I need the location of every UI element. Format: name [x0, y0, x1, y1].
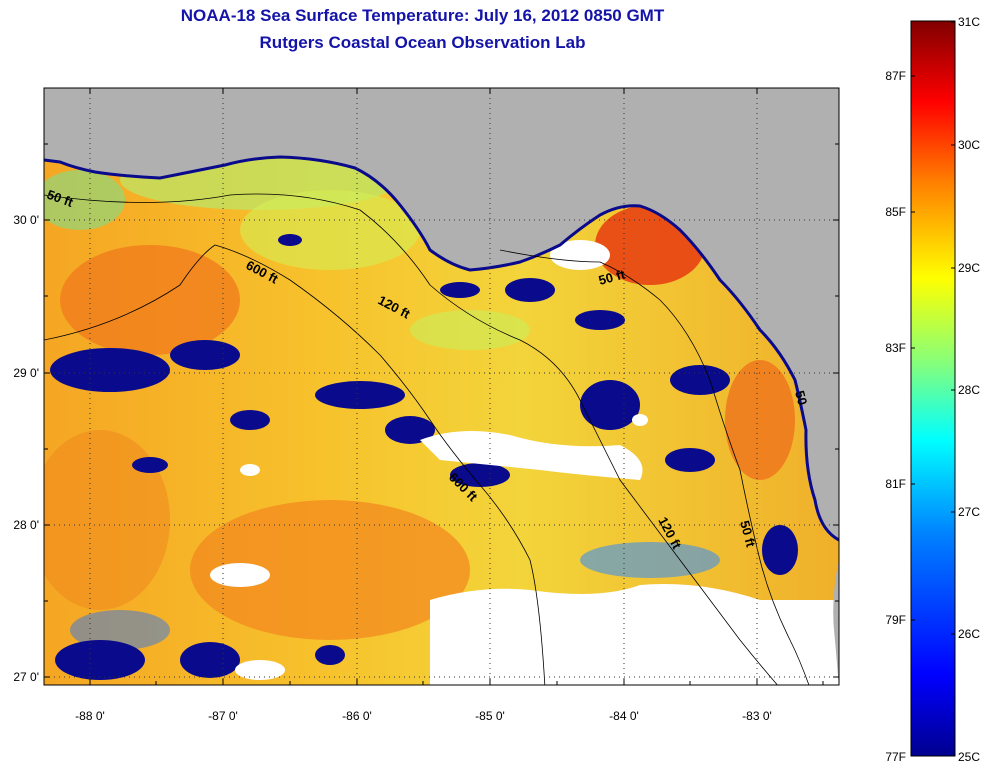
contour-label: 50 ft — [737, 519, 759, 549]
colorbar-fahrenheit-label: 83F — [885, 341, 906, 355]
tick-marks — [44, 88, 839, 685]
colorbar-fahrenheit-label: 87F — [885, 69, 906, 83]
colorbar-celsius-label: 27C — [958, 505, 980, 519]
colorbar-celsius-label: 31C — [958, 15, 980, 29]
colorbar-celsius-label: 28C — [958, 383, 980, 397]
colorbar-celsius-label: 26C — [958, 627, 980, 641]
lon-tick-label: -88 0' — [75, 709, 105, 723]
colorbar-fahrenheit-label: 85F — [885, 205, 906, 219]
lon-tick-label: -87 0' — [208, 709, 238, 723]
contour-label: 50 ft — [597, 266, 627, 288]
contour-label: 50 — [792, 389, 810, 407]
colorbar-celsius-label: 25C — [958, 750, 980, 764]
map-area: 50 ft 600 ft 120 ft 50 ft 600 ft 120 ft … — [44, 88, 839, 685]
colorbar-celsius-label: 30C — [958, 138, 980, 152]
colorbar-fahrenheit-label: 79F — [885, 613, 906, 627]
map-frame — [43, 87, 840, 686]
colorbar: 31C 30C 29C 28C 27C 26C 25C 87F 85F 83F … — [885, 15, 980, 764]
lon-tick-label: -83 0' — [742, 709, 772, 723]
depth-contours — [44, 193, 810, 685]
cloud-mask — [210, 240, 839, 685]
latitude-axis: 30 0' 29 0' 28 0' 27 0' — [13, 213, 39, 684]
lon-tick-label: -85 0' — [475, 709, 505, 723]
lat-tick-label: 29 0' — [13, 366, 39, 380]
lat-tick-label: 27 0' — [13, 670, 39, 684]
lon-tick-label: -86 0' — [342, 709, 372, 723]
map-title: NOAA-18 Sea Surface Temperature: July 16… — [180, 6, 665, 25]
lat-tick-label: 28 0' — [13, 518, 39, 532]
colorbar-celsius-label: 29C — [958, 261, 980, 275]
map-subtitle: Rutgers Coastal Ocean Observation Lab — [259, 33, 586, 52]
colorbar-fahrenheit-label: 77F — [885, 750, 906, 764]
land-mass — [44, 88, 839, 540]
colorbar-gradient — [910, 20, 956, 757]
lat-tick-label: 30 0' — [13, 213, 39, 227]
longitude-axis: -88 0' -87 0' -86 0' -85 0' -84 0' -83 0… — [75, 709, 772, 723]
colorbar-fahrenheit-label: 81F — [885, 477, 906, 491]
lon-tick-label: -84 0' — [609, 709, 639, 723]
